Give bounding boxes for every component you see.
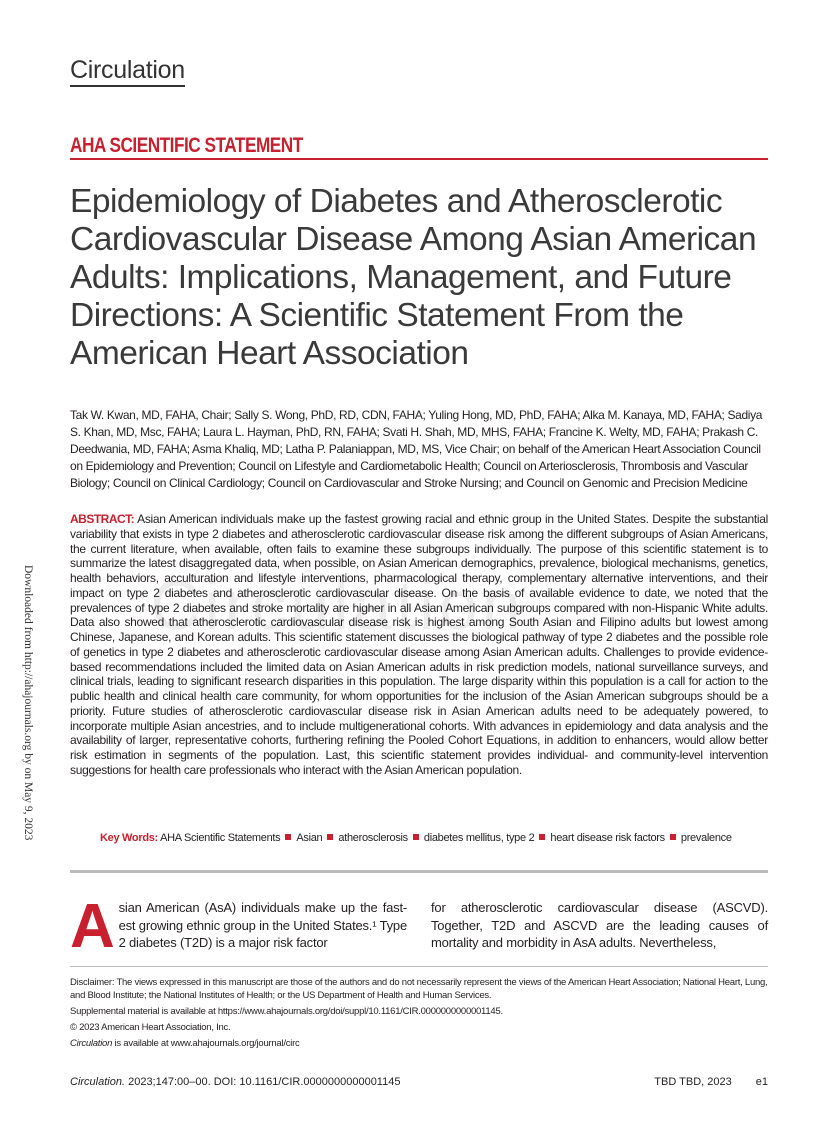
- footer-citation: 2023;147:00–00. DOI: 10.1161/CIR.0000000…: [125, 1076, 401, 1088]
- availability-text: is available at www.ahajournals.org/jour…: [112, 1038, 300, 1049]
- body-text: sian American (AsA) individuals make up …: [118, 900, 408, 950]
- availability-note: Circulation is available at www.ahajourn…: [70, 1037, 770, 1050]
- abstract-text: Asian American individuals make up the f…: [70, 512, 768, 777]
- abstract-label: ABSTRACT:: [70, 512, 135, 526]
- separator-square-icon: [327, 834, 334, 840]
- copyright: © 2023 American Heart Association, Inc.: [70, 1022, 231, 1033]
- keyword: heart disease risk factors: [550, 832, 665, 844]
- divider: [70, 966, 768, 967]
- keyword: AHA Scientific Statements: [160, 832, 281, 844]
- abstract: ABSTRACT: Asian American individuals mak…: [70, 512, 768, 778]
- journal-name: Circulation: [70, 56, 185, 87]
- footer-date: TBD TBD, 2023: [654, 1076, 732, 1088]
- keywords: Key Words: AHA Scientific Statements Asia…: [100, 832, 732, 844]
- journal-name-italic: Circulation: [70, 1038, 113, 1049]
- separator-square-icon: [412, 834, 419, 840]
- keywords-label: Key Words:: [100, 832, 158, 844]
- article-title: Epidemiology of Diabetes and Atheroscler…: [70, 183, 757, 372]
- keyword: atherosclerosis: [338, 832, 408, 844]
- separator-square-icon: [285, 834, 292, 840]
- footer-right: TBD TBD, 2023 e1: [654, 1076, 768, 1088]
- disclaimer: Disclaimer: The views expressed in this …: [70, 977, 768, 1001]
- keyword: diabetes mellitus, type 2: [423, 832, 535, 844]
- keyword: prevalence: [680, 832, 732, 844]
- divider: [70, 870, 768, 873]
- page-number: e1: [755, 1076, 768, 1088]
- page-footer: Circulation. 2023;147:00–00. DOI: 10.116…: [70, 1076, 768, 1088]
- separator-square-icon: [539, 834, 546, 840]
- keyword: Asian: [296, 832, 323, 844]
- citation: Circulation. 2023;147:00–00. DOI: 10.116…: [70, 1076, 400, 1088]
- section-label: AHA SCIENTIFIC STATEMENT: [70, 134, 303, 157]
- section-heading: AHA SCIENTIFIC STATEMENT: [70, 134, 768, 160]
- drop-cap: A: [70, 892, 115, 961]
- supplemental-note: Supplemental material is available at ht…: [70, 1006, 503, 1017]
- footnotes: Disclaimer: The views expressed in this …: [70, 976, 770, 1053]
- download-note: Downloaded from http://ahajournals.org b…: [22, 565, 34, 841]
- footer-journal: Circulation.: [70, 1076, 126, 1088]
- author-list: Tak W. Kwan, MD, FAHA, Chair; Sally S. W…: [70, 408, 763, 490]
- separator-square-icon: [669, 834, 676, 840]
- body-column-2: for atherosclerotic cardiovascular disea…: [431, 900, 768, 950]
